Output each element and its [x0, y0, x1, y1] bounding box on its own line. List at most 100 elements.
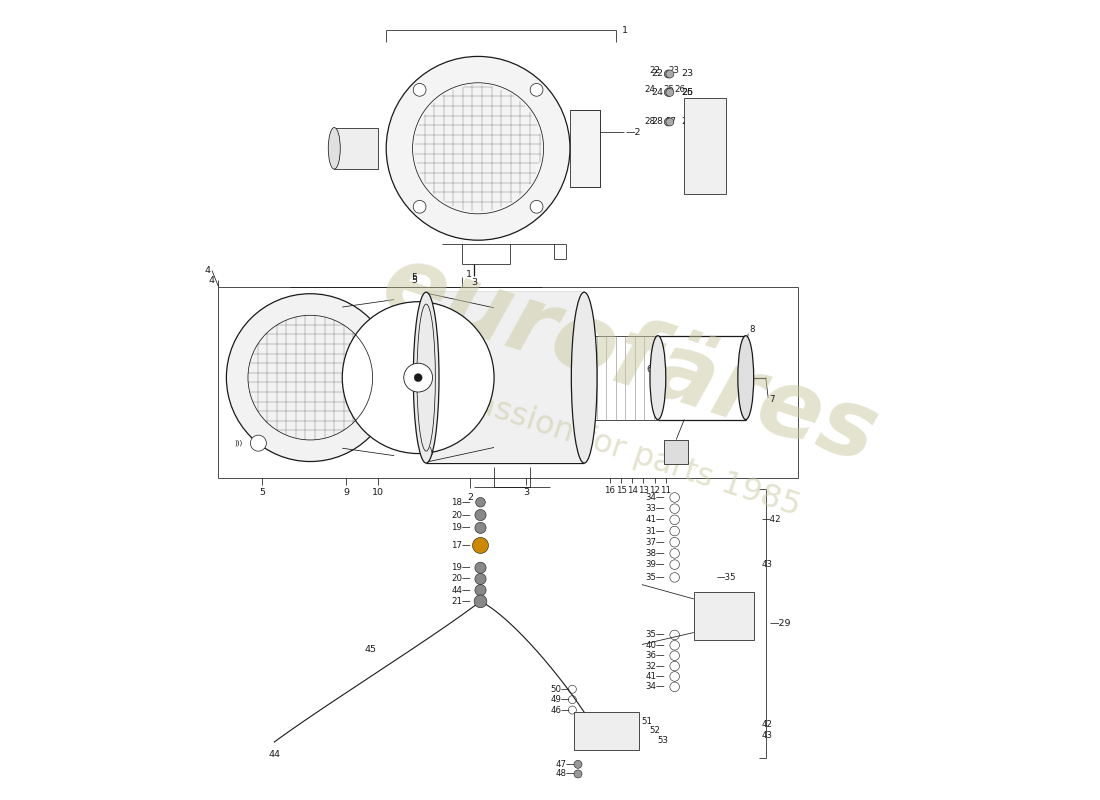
- Text: —42: —42: [761, 515, 781, 524]
- Bar: [334, 127, 378, 169]
- Text: 1: 1: [466, 270, 472, 279]
- Circle shape: [664, 70, 672, 78]
- Text: 25: 25: [681, 88, 693, 97]
- Text: 25: 25: [663, 86, 674, 94]
- Text: 26: 26: [674, 86, 685, 94]
- Circle shape: [414, 200, 426, 213]
- Circle shape: [530, 83, 543, 96]
- Circle shape: [666, 88, 674, 96]
- Circle shape: [664, 88, 672, 96]
- Text: 51: 51: [641, 717, 652, 726]
- Circle shape: [666, 70, 674, 78]
- Text: 33—: 33—: [646, 504, 666, 513]
- Text: 8: 8: [750, 325, 756, 334]
- Text: 31—: 31—: [646, 526, 666, 535]
- Text: —2: —2: [626, 128, 641, 137]
- Ellipse shape: [738, 336, 754, 419]
- Text: 32—: 32—: [646, 662, 666, 670]
- Circle shape: [475, 574, 486, 585]
- Ellipse shape: [414, 292, 439, 463]
- Circle shape: [475, 522, 486, 534]
- Text: 5: 5: [411, 276, 417, 285]
- Text: 36—: 36—: [646, 651, 666, 660]
- Text: 17—: 17—: [451, 541, 471, 550]
- Ellipse shape: [227, 294, 394, 462]
- Text: 43: 43: [761, 731, 772, 740]
- Ellipse shape: [571, 292, 597, 463]
- Text: 30: 30: [716, 627, 727, 636]
- Text: 22: 22: [649, 66, 660, 75]
- Text: 4: 4: [205, 266, 210, 275]
- Text: 3: 3: [471, 278, 477, 287]
- Text: 50—: 50—: [550, 685, 570, 694]
- Ellipse shape: [328, 127, 340, 169]
- Text: 38—: 38—: [646, 549, 666, 558]
- Text: 19—: 19—: [451, 523, 471, 532]
- Bar: [570, 110, 601, 186]
- Text: 23: 23: [669, 66, 680, 75]
- Text: 20—: 20—: [451, 510, 471, 519]
- Text: —29: —29: [770, 619, 791, 628]
- Text: 13: 13: [638, 486, 649, 495]
- Text: a passion for parts 1985: a passion for parts 1985: [424, 373, 804, 523]
- Text: 19—: 19—: [451, 563, 471, 572]
- Text: eurofäres: eurofäres: [371, 237, 889, 483]
- Text: 40—: 40—: [646, 641, 666, 650]
- Text: 34—: 34—: [646, 682, 666, 691]
- Text: 35—: 35—: [646, 573, 666, 582]
- Text: 15: 15: [616, 486, 627, 495]
- Text: 42: 42: [761, 720, 772, 729]
- Text: 45: 45: [364, 645, 376, 654]
- Text: 9: 9: [343, 488, 349, 497]
- Circle shape: [530, 200, 543, 213]
- Text: 12: 12: [649, 486, 660, 495]
- Text: 14: 14: [627, 486, 638, 495]
- Text: 34—: 34—: [646, 493, 666, 502]
- Text: —35: —35: [716, 573, 736, 582]
- Text: 6: 6: [646, 365, 651, 374]
- Circle shape: [475, 562, 486, 574]
- Circle shape: [415, 374, 422, 382]
- Circle shape: [666, 118, 674, 126]
- Bar: [694, 592, 754, 640]
- Circle shape: [475, 585, 486, 596]
- Circle shape: [404, 363, 432, 392]
- Text: 28: 28: [645, 118, 656, 126]
- Circle shape: [251, 435, 266, 451]
- Circle shape: [475, 498, 485, 507]
- Text: 26: 26: [681, 88, 693, 97]
- Text: ))): ))): [234, 440, 243, 446]
- Text: 44—: 44—: [451, 586, 471, 594]
- Text: 2: 2: [468, 493, 473, 502]
- Text: 28: 28: [651, 118, 663, 126]
- Text: 5: 5: [260, 488, 265, 497]
- Text: 7: 7: [770, 395, 776, 405]
- Text: 16: 16: [604, 486, 615, 495]
- Text: 49—: 49—: [550, 695, 570, 704]
- Text: 41—: 41—: [646, 672, 666, 681]
- Text: 3: 3: [522, 488, 529, 497]
- Bar: [684, 98, 726, 194]
- Text: 23: 23: [681, 70, 693, 78]
- Ellipse shape: [342, 302, 494, 454]
- Text: 43: 43: [761, 560, 772, 569]
- Text: 27: 27: [666, 118, 676, 126]
- Text: 52: 52: [649, 726, 660, 735]
- Circle shape: [414, 83, 426, 96]
- Text: 44: 44: [268, 750, 280, 759]
- Text: 53: 53: [657, 736, 668, 745]
- Text: 47—: 47—: [556, 760, 575, 769]
- Text: 20—: 20—: [451, 574, 471, 583]
- Circle shape: [473, 538, 488, 554]
- Circle shape: [475, 510, 486, 521]
- Text: 22: 22: [651, 70, 663, 78]
- Circle shape: [574, 760, 582, 768]
- Text: 4: 4: [208, 276, 214, 285]
- Text: 41—: 41—: [646, 515, 666, 524]
- Circle shape: [574, 770, 582, 778]
- Text: 5: 5: [411, 273, 417, 282]
- Text: 46—: 46—: [550, 706, 570, 714]
- Text: 18—: 18—: [451, 498, 471, 506]
- Text: 24: 24: [651, 88, 663, 97]
- Text: 37—: 37—: [646, 538, 666, 546]
